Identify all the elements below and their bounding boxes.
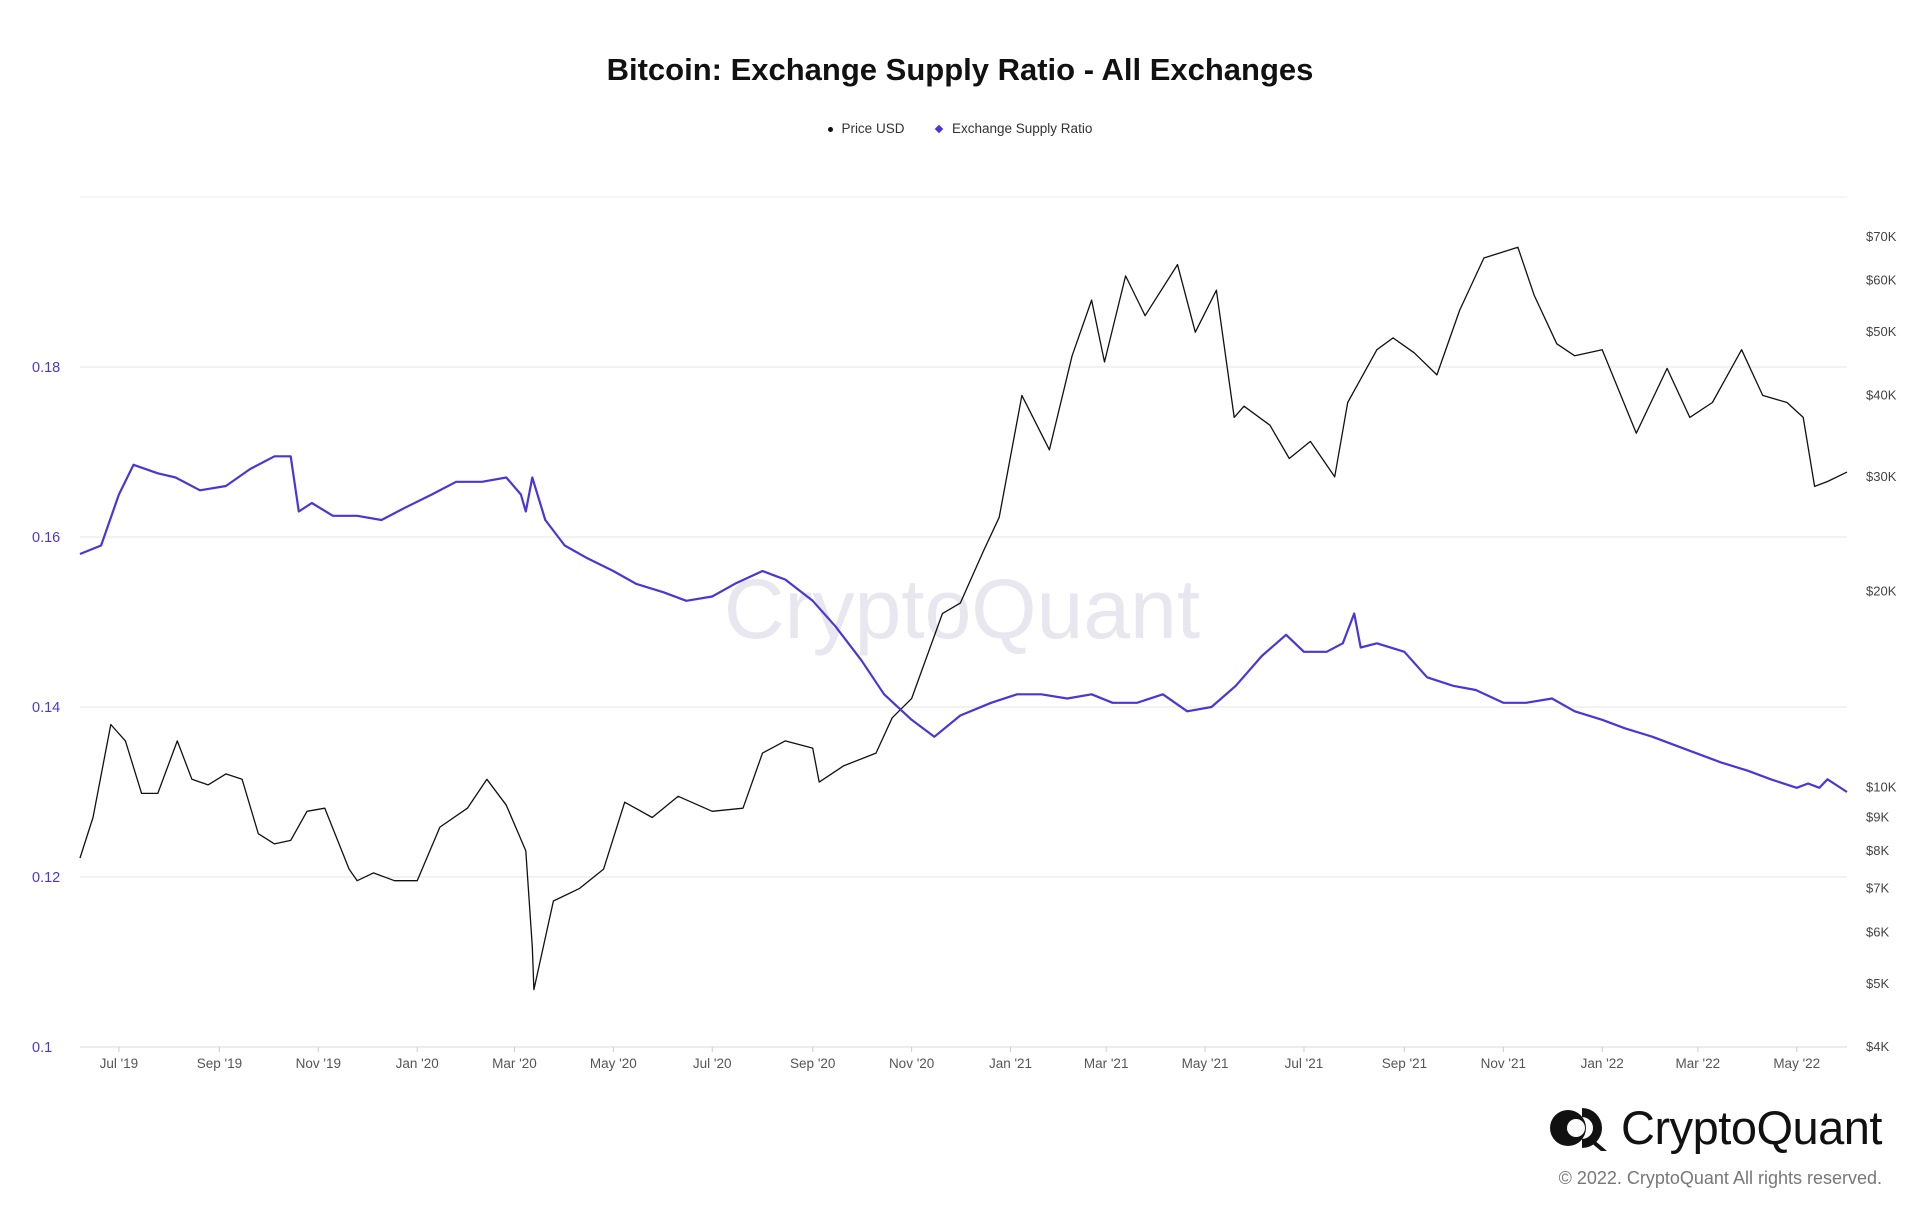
x-tick-label: Sep '20 [790, 1056, 835, 1071]
y-left-tick-label: 0.16 [32, 530, 60, 546]
brand-name: CryptoQuant [1621, 1101, 1882, 1154]
x-tick-label: Sep '21 [1382, 1056, 1427, 1071]
legend-item-price[interactable]: Price USD [827, 121, 905, 136]
series-line-exchange-supply-ratio [79, 455, 1848, 793]
x-tick-label: May '22 [1773, 1056, 1820, 1071]
legend-label-supply-ratio: Exchange Supply Ratio [951, 121, 1093, 136]
legend-label-price: Price USD [841, 121, 905, 136]
x-tick-label: Mar '20 [492, 1056, 537, 1071]
y-left-tick-label: 0.1 [32, 1040, 52, 1056]
x-tick-label: Sep '19 [197, 1056, 242, 1071]
y-right-tick-label: $6K [1866, 924, 1889, 939]
x-tick-label: May '21 [1182, 1056, 1229, 1071]
y-right-tick-label: $50K [1866, 324, 1897, 339]
x-tick-label: Nov '20 [889, 1056, 934, 1071]
cryptoquant-logo-icon [1550, 1107, 1608, 1151]
y-right-tick-label: $40K [1866, 387, 1897, 402]
brand-block: CryptoQuant [1549, 1100, 1882, 1155]
legend-dot-icon [827, 126, 833, 132]
y-left-tick-label: 0.14 [32, 700, 60, 716]
watermark: CryptoQuant [724, 562, 1200, 656]
y-right-tick-label: $8K [1866, 843, 1889, 858]
x-tick-label: Jan '22 [1581, 1056, 1624, 1071]
x-tick-label: May '20 [590, 1056, 637, 1071]
copyright-text: © 2022. CryptoQuant All rights reserved. [1558, 1168, 1882, 1188]
x-axis: Jul '19 Sep '19 Nov '19 Jan '20 Mar '20 May '… [100, 1047, 1820, 1071]
left-axis: 0.1 0.12 0.14 0.16 0.18 [32, 360, 60, 1056]
grid-lines [80, 366, 1847, 1048]
right-axis: $4K $5K $6K $7K $8K $9K $10K $20K $30K $40K $50K $6… [1866, 229, 1897, 1054]
y-right-tick-label: $60K [1866, 273, 1897, 288]
y-right-tick-label: $7K [1866, 881, 1889, 896]
y-right-tick-label: $5K [1866, 976, 1889, 991]
x-tick-label: Jan '20 [396, 1056, 439, 1071]
y-right-tick-label: $20K [1866, 584, 1897, 599]
x-tick-label: Jul '21 [1285, 1056, 1324, 1071]
chart-title: Bitcoin: Exchange Supply Ratio - All Exc… [606, 52, 1314, 87]
y-right-tick-label: $9K [1866, 810, 1889, 825]
chart-legend: Price USD Exchange Supply Ratio [0, 121, 1920, 136]
x-tick-label: Jul '20 [693, 1056, 732, 1071]
y-right-tick-label: $30K [1866, 469, 1897, 484]
x-tick-label: Jan '21 [989, 1056, 1032, 1071]
series-line-price-usd [79, 246, 1848, 991]
x-tick-label: Nov '19 [296, 1056, 341, 1071]
x-tick-label: Nov '21 [1481, 1056, 1526, 1071]
y-left-tick-label: 0.12 [32, 870, 60, 886]
y-left-tick-label: 0.18 [32, 360, 60, 376]
y-right-tick-label: $70K [1866, 229, 1897, 244]
x-tick-label: Mar '22 [1676, 1056, 1721, 1071]
y-right-tick-label: $10K [1866, 780, 1897, 795]
y-right-tick-label: $4K [1866, 1039, 1889, 1054]
series-layer [79, 246, 1848, 991]
x-tick-label: Mar '21 [1084, 1056, 1129, 1071]
legend-item-supply-ratio[interactable]: Exchange Supply Ratio [934, 121, 1093, 136]
x-tick-label: Jul '19 [100, 1056, 139, 1071]
